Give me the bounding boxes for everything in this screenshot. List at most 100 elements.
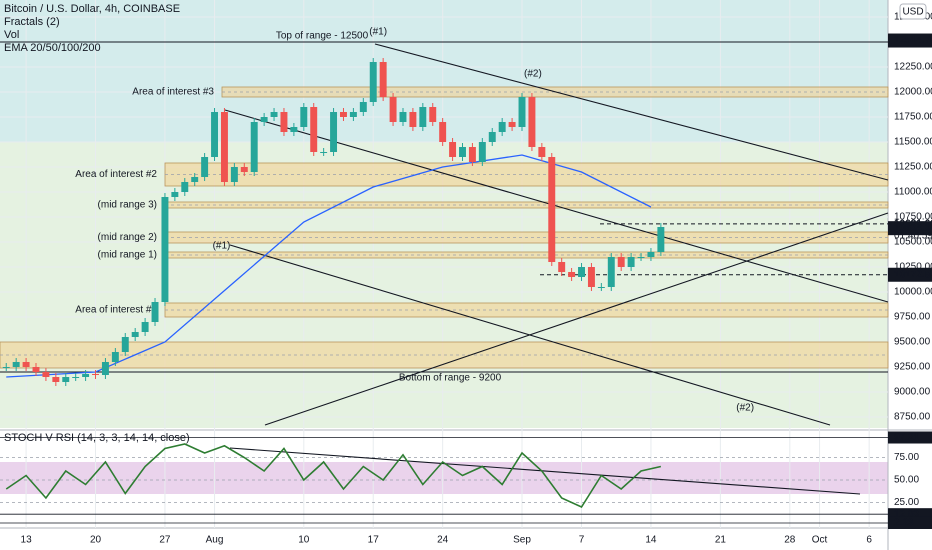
candle-body (42, 372, 50, 377)
candle-body (498, 122, 506, 132)
legend-header: Bitcoin / U.S. Dollar, 4h, COINBASE Frac… (4, 3, 190, 444)
y-tick-label: 10500.00 (894, 237, 932, 248)
annotation: (#2) (736, 403, 754, 414)
candle-body (449, 142, 457, 157)
x-tick-label: 17 (368, 535, 380, 546)
candle-body (340, 112, 347, 117)
candle-body (22, 362, 30, 367)
candle-body (161, 197, 169, 302)
candle-body (82, 374, 90, 377)
currency-button[interactable] (899, 3, 927, 20)
candle-body (52, 377, 60, 382)
candle-body (230, 167, 238, 182)
stoch-band (0, 462, 888, 494)
candle-body (647, 252, 655, 257)
candle-body (290, 127, 298, 132)
candle-body (250, 122, 258, 172)
indicator-label: Vol (4, 29, 19, 41)
price-label: 10638.34 (894, 223, 932, 234)
candle-body (369, 62, 377, 102)
x-tick-label: 10 (298, 535, 310, 546)
candle-body (409, 112, 417, 127)
candle-body (518, 97, 526, 127)
candle-body (488, 132, 496, 142)
candle-body (101, 362, 109, 375)
candle-body (379, 62, 387, 97)
zone-label: Area of interest #2 (75, 169, 157, 180)
x-tick-label: Aug (206, 535, 224, 546)
y-tick-label: 10000.00 (894, 287, 932, 298)
y-tick-label: 9500.00 (894, 337, 931, 348)
zone-label: (mid range 2) (98, 232, 157, 243)
stoch-label-box (888, 516, 932, 529)
candle-body (568, 272, 576, 277)
candle-body (300, 107, 308, 127)
candle-body (121, 337, 129, 352)
candle-body (280, 112, 288, 132)
zone-label: (mid range 3) (98, 200, 157, 211)
candle-body (558, 262, 566, 272)
y-tick-label: 11500.00 (894, 137, 932, 148)
candle-body (62, 377, 70, 382)
candle-body (12, 362, 20, 367)
candle-body (92, 374, 99, 375)
price-label: 10172.52 (894, 269, 932, 280)
candle-body (32, 367, 40, 372)
candle-body (627, 257, 635, 267)
candle-body (597, 287, 605, 288)
candle-body (240, 167, 248, 172)
candle-body (429, 107, 437, 122)
currency-label[interactable]: USD (902, 7, 923, 18)
candle-body (260, 117, 268, 122)
x-tick-label: 27 (159, 535, 171, 546)
price-label: 12514.76 (894, 35, 932, 46)
x-tick-label: 6 (866, 535, 872, 546)
price-label-box (888, 221, 932, 236)
candle-body (211, 112, 219, 157)
stoch-trend-line (229, 447, 861, 495)
y-tick-label: 11000.00 (894, 187, 932, 198)
candle-body (131, 332, 139, 337)
candle-body (320, 152, 328, 153)
candle-body (468, 147, 476, 162)
lower-background (0, 142, 888, 428)
stoch-tick-label: 50.00 (894, 475, 919, 486)
y-tick-label: 9750.00 (894, 312, 931, 323)
candle-body (330, 112, 338, 152)
candle-body (141, 322, 149, 332)
candle-body (578, 267, 585, 277)
annotation: (#2) (524, 69, 542, 80)
candle-body (587, 267, 595, 287)
candle-body (459, 147, 466, 157)
candle-body (310, 107, 318, 152)
candle-body (399, 112, 407, 122)
candle-body (389, 97, 397, 122)
candle-body (419, 107, 427, 127)
x-tick-label: 21 (715, 535, 727, 546)
candle-body (220, 112, 228, 182)
candle-body (359, 102, 367, 112)
zone-label: (mid range 1) (98, 250, 157, 261)
y-tick-label: 11750.00 (894, 112, 932, 123)
price-label-box (888, 33, 932, 48)
candle-body (637, 257, 645, 258)
stoch-label: 12.03 (894, 509, 919, 520)
level-label: Top of range - 12500 (276, 31, 369, 42)
trend-line (374, 43, 889, 181)
stoch-title: STOCH V RSI (14, 3, 3, 14, 14, close) (4, 432, 190, 444)
annotation: (#1) (369, 27, 387, 38)
x-tick-label: 14 (645, 535, 657, 546)
candle-body (548, 157, 556, 262)
candle-body (349, 112, 357, 117)
level-label: Bottom of range - 9200 (399, 373, 502, 384)
candle-body (2, 367, 10, 368)
y-tick-label: 9250.00 (894, 362, 931, 373)
indicator-label: EMA 20/50/100/200 (4, 42, 101, 54)
stoch-label: 97.21 (894, 432, 919, 443)
stoch-label-box (888, 431, 932, 444)
price-label-box (888, 267, 932, 282)
candle-body (478, 142, 486, 162)
candle-body (171, 192, 179, 197)
candle-body (439, 122, 447, 142)
